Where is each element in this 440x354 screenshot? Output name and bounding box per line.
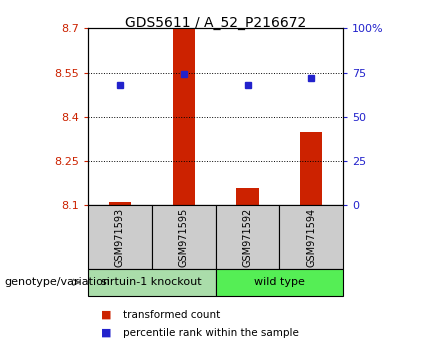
Text: transformed count: transformed count xyxy=(123,310,220,320)
Bar xyxy=(216,269,343,296)
Bar xyxy=(172,28,195,205)
Text: GSM971595: GSM971595 xyxy=(179,207,189,267)
Bar xyxy=(88,205,152,269)
Text: GSM971592: GSM971592 xyxy=(242,207,253,267)
Bar xyxy=(236,188,259,205)
Text: ■: ■ xyxy=(101,328,112,338)
Text: percentile rank within the sample: percentile rank within the sample xyxy=(123,328,299,338)
Text: wild type: wild type xyxy=(254,277,305,287)
Text: ■: ■ xyxy=(101,310,112,320)
Text: GSM971593: GSM971593 xyxy=(115,207,125,267)
Text: GSM971594: GSM971594 xyxy=(306,207,316,267)
Text: genotype/variation: genotype/variation xyxy=(4,277,110,287)
Text: sirtuin-1 knockout: sirtuin-1 knockout xyxy=(102,277,202,287)
Bar xyxy=(216,205,279,269)
Bar xyxy=(109,202,131,205)
Bar xyxy=(279,205,343,269)
Bar xyxy=(152,205,216,269)
Bar xyxy=(300,132,323,205)
Text: GDS5611 / A_52_P216672: GDS5611 / A_52_P216672 xyxy=(125,16,306,30)
Bar xyxy=(88,269,216,296)
